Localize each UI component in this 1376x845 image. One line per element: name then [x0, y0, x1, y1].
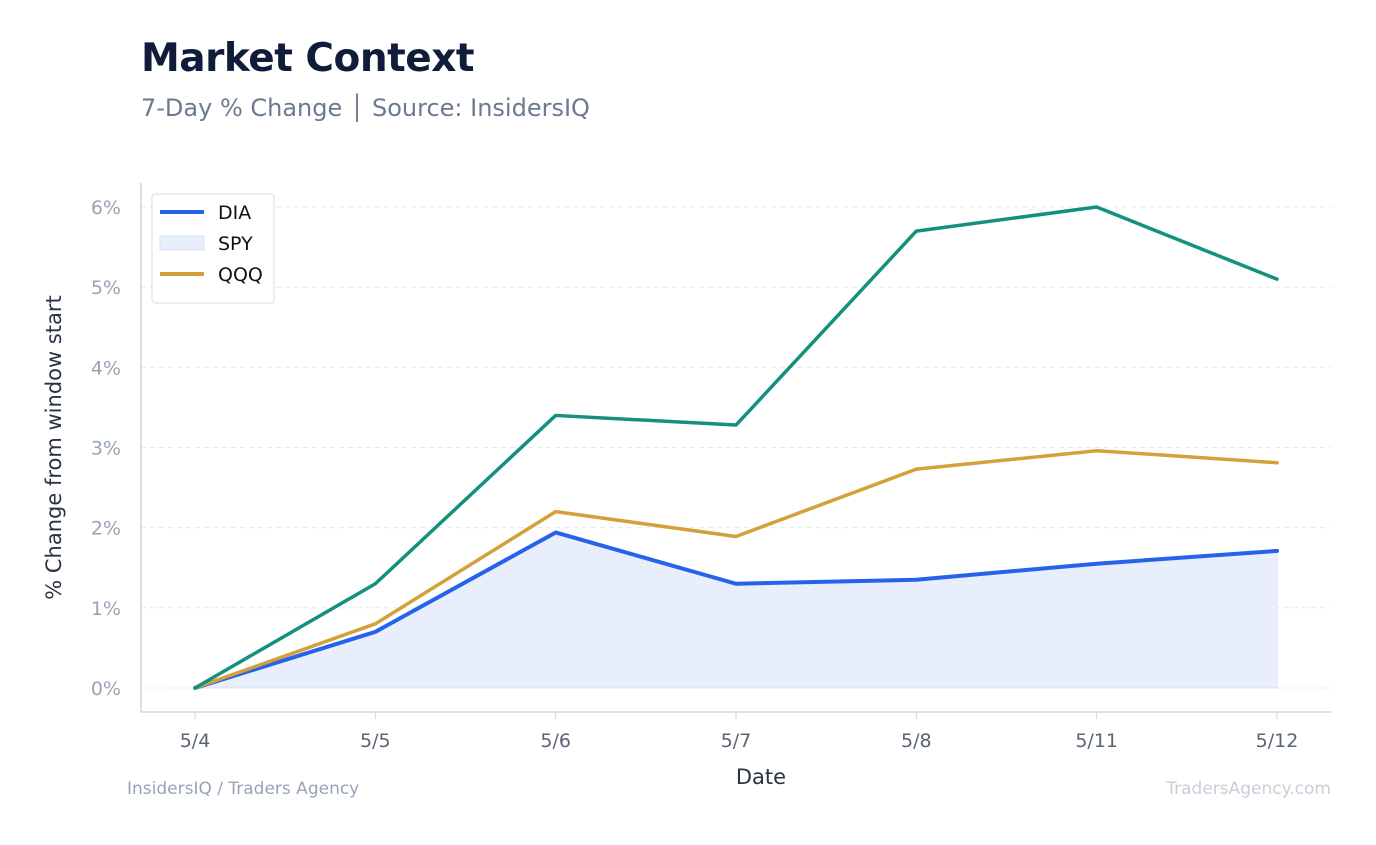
x-tick-label: 5/5	[360, 730, 391, 752]
line-dia	[193, 530, 1279, 690]
x-tick-label: 5/11	[1075, 730, 1118, 752]
legend-label-spy: SPY	[218, 233, 253, 255]
area-spy	[194, 531, 1278, 689]
y-tick-label: 2%	[91, 518, 121, 540]
x-tick-label: 5/8	[901, 730, 932, 752]
y-tick-label: 6%	[91, 197, 121, 219]
y-axis-label: % Change from window start	[42, 295, 66, 600]
page-subtitle: 7-Day % Change │ Source: InsidersIQ	[141, 94, 590, 122]
axes	[140, 183, 1331, 719]
line-series-4	[193, 205, 1279, 690]
x-tick-label: 5/7	[721, 730, 752, 752]
legend-label-dia: DIA	[218, 202, 251, 224]
x-axis-label: Date	[736, 765, 786, 789]
legend-swatch-spy	[159, 235, 205, 251]
y-tick-label: 1%	[91, 598, 121, 620]
page-title: Market Context	[141, 36, 475, 81]
x-tick-label: 5/4	[180, 730, 211, 752]
line-qqq	[193, 448, 1279, 690]
line-layer	[193, 205, 1279, 690]
footer-website: TradersAgency.com	[1166, 779, 1331, 799]
legend: DIA SPY QQQ	[151, 193, 275, 304]
legend-label-qqq: QQQ	[218, 264, 263, 286]
x-tick-label: 5/12	[1256, 730, 1299, 752]
y-tick-label: 0%	[91, 678, 121, 700]
y-tick-label: 4%	[91, 357, 121, 379]
y-tick-label: 5%	[91, 277, 121, 299]
x-tick-label: 5/6	[540, 730, 571, 752]
footer-credit: InsidersIQ / Traders Agency	[127, 779, 360, 799]
area-layer	[194, 531, 1278, 689]
y-tick-label: 3%	[91, 438, 121, 460]
tick-labels: 0% 1% 2% 3% 4% 5% 6% 5/4 5/5 5/6 5/7 5/8 5/11 5/12 Dat…	[42, 197, 1298, 789]
